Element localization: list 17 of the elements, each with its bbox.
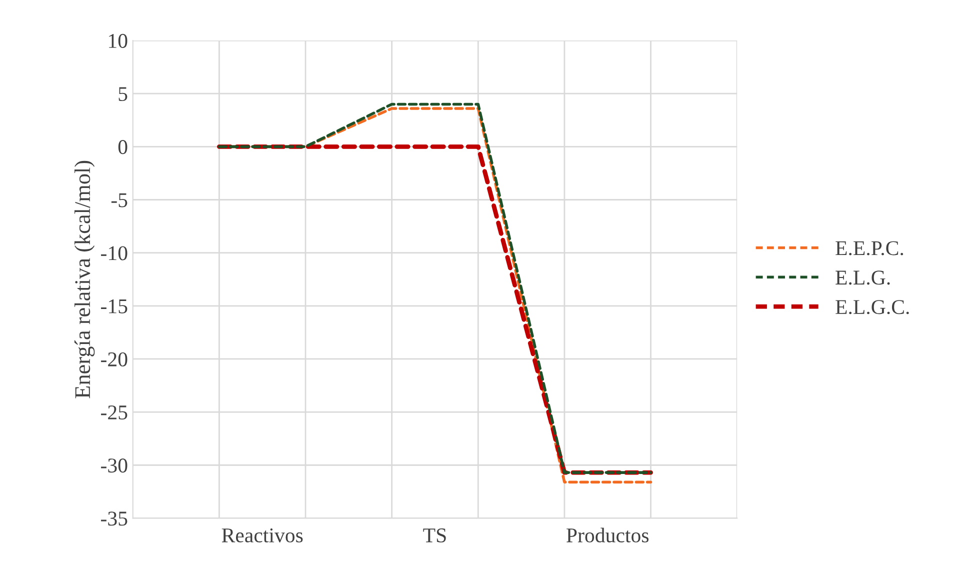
text: Productos — [566, 528, 649, 542]
y-tick-label: -25 — [101, 405, 128, 420]
y-tick-label: -5 — [111, 193, 128, 208]
text: TS — [423, 528, 446, 542]
y-tick-label: -30 — [101, 458, 128, 473]
text: Reactivos — [222, 528, 303, 542]
y-tick-label: 5 — [118, 87, 128, 102]
legend-label: E.L.G.C. — [836, 300, 909, 314]
y-axis-title: Energía relativa (kcal/mol) — [74, 160, 95, 398]
y-tick-label: 10 — [109, 34, 128, 48]
legend-label: E.E.P.C. — [836, 241, 904, 256]
y-tick-label: 0 — [118, 140, 128, 154]
y-tick-label: -20 — [101, 352, 128, 366]
y-tick-label: -35 — [101, 512, 128, 526]
y-tick-label: -10 — [101, 246, 128, 260]
legend-label: E.L.G. — [836, 270, 890, 285]
y-tick-label: -15 — [101, 299, 128, 314]
